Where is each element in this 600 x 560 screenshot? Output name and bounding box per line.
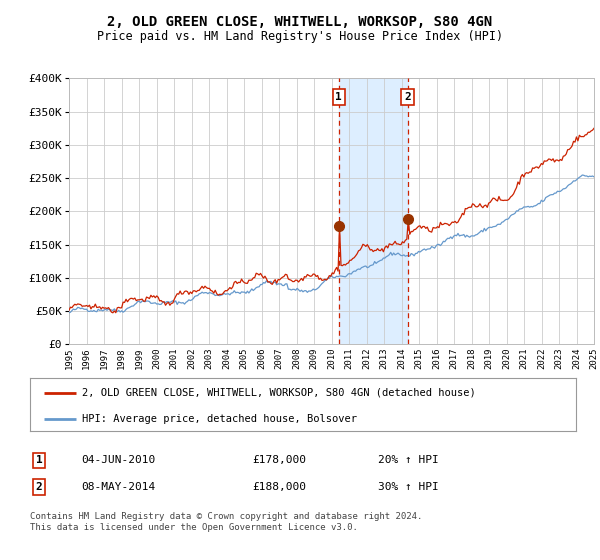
Text: 20% ↑ HPI: 20% ↑ HPI bbox=[378, 455, 439, 465]
Text: 1999: 1999 bbox=[134, 347, 143, 368]
Text: 2, OLD GREEN CLOSE, WHITWELL, WORKSOP, S80 4GN: 2, OLD GREEN CLOSE, WHITWELL, WORKSOP, S… bbox=[107, 15, 493, 29]
Text: 2018: 2018 bbox=[467, 347, 476, 368]
Text: 2005: 2005 bbox=[239, 347, 248, 368]
Text: 2011: 2011 bbox=[344, 347, 353, 368]
Text: 1998: 1998 bbox=[117, 347, 126, 368]
Text: 2022: 2022 bbox=[537, 347, 546, 368]
Text: 2004: 2004 bbox=[222, 347, 231, 368]
Text: 2023: 2023 bbox=[554, 347, 563, 368]
Text: 2013: 2013 bbox=[380, 347, 389, 368]
Text: 1995: 1995 bbox=[65, 347, 74, 368]
Text: 2017: 2017 bbox=[449, 347, 458, 368]
Text: 2020: 2020 bbox=[502, 347, 511, 368]
Text: 2019: 2019 bbox=[485, 347, 494, 368]
Text: £188,000: £188,000 bbox=[252, 482, 306, 492]
Text: 1996: 1996 bbox=[82, 347, 91, 368]
Text: 30% ↑ HPI: 30% ↑ HPI bbox=[378, 482, 439, 492]
Text: 2016: 2016 bbox=[432, 347, 441, 368]
Text: 2: 2 bbox=[35, 482, 43, 492]
Text: 2009: 2009 bbox=[310, 347, 319, 368]
Text: 2015: 2015 bbox=[415, 347, 424, 368]
Text: 2025: 2025 bbox=[589, 347, 599, 368]
Text: 2001: 2001 bbox=[170, 347, 179, 368]
Text: 04-JUN-2010: 04-JUN-2010 bbox=[81, 455, 155, 465]
Text: 2007: 2007 bbox=[275, 347, 284, 368]
Text: 2012: 2012 bbox=[362, 347, 371, 368]
Text: Contains HM Land Registry data © Crown copyright and database right 2024.
This d: Contains HM Land Registry data © Crown c… bbox=[30, 512, 422, 531]
Text: 1: 1 bbox=[335, 92, 342, 102]
Text: 2021: 2021 bbox=[520, 347, 529, 368]
Text: 2024: 2024 bbox=[572, 347, 581, 368]
Text: Price paid vs. HM Land Registry's House Price Index (HPI): Price paid vs. HM Land Registry's House … bbox=[97, 30, 503, 43]
Text: 2008: 2008 bbox=[292, 347, 301, 368]
Text: 2010: 2010 bbox=[327, 347, 336, 368]
Text: 2, OLD GREEN CLOSE, WHITWELL, WORKSOP, S80 4GN (detached house): 2, OLD GREEN CLOSE, WHITWELL, WORKSOP, S… bbox=[82, 388, 476, 398]
Text: £178,000: £178,000 bbox=[252, 455, 306, 465]
Text: HPI: Average price, detached house, Bolsover: HPI: Average price, detached house, Bols… bbox=[82, 414, 357, 424]
Text: 2: 2 bbox=[404, 92, 411, 102]
Text: 2000: 2000 bbox=[152, 347, 161, 368]
Text: 2014: 2014 bbox=[397, 347, 406, 368]
Text: 08-MAY-2014: 08-MAY-2014 bbox=[81, 482, 155, 492]
Text: 2003: 2003 bbox=[205, 347, 214, 368]
Text: 2002: 2002 bbox=[187, 347, 196, 368]
Text: 1997: 1997 bbox=[100, 347, 109, 368]
Text: 2006: 2006 bbox=[257, 347, 266, 368]
Text: 1: 1 bbox=[35, 455, 43, 465]
Bar bbox=[339, 78, 407, 344]
